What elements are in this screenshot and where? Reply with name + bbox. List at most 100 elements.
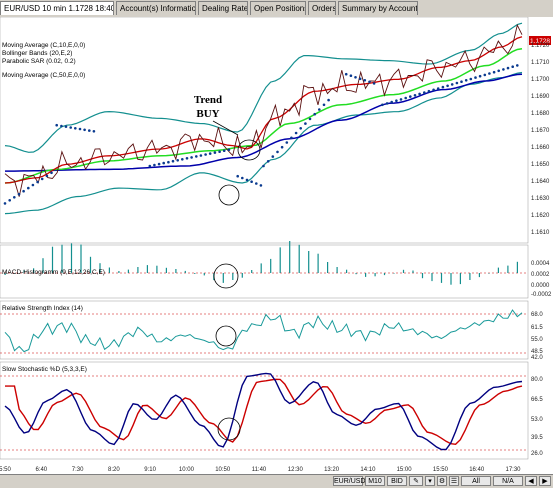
tab-account-information[interactable]: Account(s) Information (116, 1, 196, 15)
sar-dot (250, 180, 253, 183)
y-tick: 1.1650 (531, 162, 550, 168)
macd-bar (232, 273, 233, 280)
sar-dot (46, 175, 49, 178)
sar-dot (493, 71, 496, 74)
sar-dot (272, 155, 275, 158)
legend-ma10: Moving Average (C,10,E,0,0) (2, 42, 85, 49)
y-tick: 1.1700 (531, 77, 550, 83)
sar-dot (176, 159, 179, 162)
sar-dot (400, 98, 403, 101)
macd-bar (242, 273, 243, 278)
sar-dot (65, 125, 68, 128)
macd-bar (450, 273, 451, 285)
sar-dot (386, 102, 389, 105)
tab-bar: EUR/USD 10 min 1.1728 18:40:00 Account(s… (0, 0, 553, 18)
sar-dot (36, 181, 39, 184)
legend-rsi: Relative Strength Index (14) (2, 305, 83, 312)
macd-bar (517, 262, 518, 273)
macd-bar (346, 270, 347, 273)
legend-stochastic: Slow Stochastic %D (5,3,3,E) (2, 366, 87, 373)
y-tick: 1.1640 (531, 179, 550, 185)
y-tick: 0.0002 (531, 272, 550, 278)
sar-dot (149, 165, 152, 168)
scroll-right-icon[interactable]: ▶ (539, 476, 551, 486)
sar-dot (345, 73, 348, 76)
tab-summary-by-accounts[interactable]: Summary by Accounts (338, 1, 418, 15)
macd-bar (441, 273, 442, 283)
sar-dot (246, 179, 249, 182)
period-selector[interactable]: M10 (365, 476, 385, 486)
sar-dot (460, 80, 463, 83)
sar-dot (41, 178, 44, 181)
y-tick: 68.0 (531, 312, 543, 318)
sar-dot (290, 137, 293, 140)
legend-bollinger: Bollinger Bands (20,E,2) (2, 50, 72, 57)
macd-bar (356, 273, 357, 274)
macd-bar (299, 245, 300, 273)
symbol-selector[interactable]: EUR/USD (333, 476, 363, 486)
x-tick: 13:20 (324, 467, 340, 473)
legend-ma50: Moving Average (C,50,E,0,0) (2, 72, 85, 79)
y-tick: 1.1670 (531, 128, 550, 134)
x-tick: 10:00 (179, 467, 195, 473)
sar-dot (260, 184, 263, 187)
tab-open-positions[interactable]: Open Positions (250, 1, 306, 15)
tab-orders[interactable]: Orders (308, 1, 336, 15)
sar-dot (516, 64, 519, 67)
y-tick: 0.0000 (531, 283, 550, 289)
tab-eurusd-chart[interactable]: EUR/USD 10 min 1.1728 18:40:00 (0, 1, 114, 15)
legend-parabolic-sar: Parabolic SAR (0.02, 0.2) (2, 58, 76, 65)
macd-bar (308, 251, 309, 273)
y-tick: 1.1660 (531, 145, 550, 151)
sar-dot (32, 184, 35, 187)
macd-bar (327, 262, 328, 273)
macd-bar (431, 273, 432, 281)
macd-bar (365, 273, 366, 277)
sar-dot (470, 78, 473, 81)
chart-area[interactable]: Moving Average (C,10,E,0,0) Bollinger Ba… (0, 17, 553, 474)
tab-dealing-rates[interactable]: Dealing Rates (198, 1, 248, 15)
sar-dot (507, 67, 510, 70)
y-tick: 1.1690 (531, 94, 550, 100)
macd-bar (507, 266, 508, 273)
macd-bar (289, 241, 290, 273)
sar-dot (409, 95, 412, 98)
sar-dot (74, 127, 77, 130)
draw-tool-icon[interactable]: ✎ (409, 476, 423, 486)
y-tick: 1.1610 (531, 230, 550, 236)
macd-bar (147, 265, 148, 273)
sar-dot (223, 149, 226, 152)
sar-dot (451, 83, 454, 86)
sar-dot (18, 193, 21, 196)
macd-bar (422, 273, 423, 278)
sar-dot (373, 82, 376, 85)
sar-dot (286, 141, 289, 144)
bid-ask-selector[interactable]: BID (387, 476, 407, 486)
x-tick: 17:30 (505, 467, 521, 473)
y-tick: 55.0 (531, 337, 543, 343)
macd-bar (166, 268, 167, 273)
dropdown-icon[interactable]: ▾ (425, 476, 435, 486)
macd-bar (128, 270, 129, 273)
sar-dot (204, 153, 207, 156)
macd-bar (403, 270, 404, 273)
sar-dot (299, 127, 302, 130)
indicator-icon[interactable]: ☰ (449, 476, 459, 486)
macd-bar (393, 273, 394, 274)
sar-dot (446, 85, 449, 88)
y-tick: 80.0 (531, 377, 543, 383)
sar-dot (479, 75, 482, 78)
all-button[interactable]: All (461, 476, 491, 486)
macd-bar (384, 273, 385, 275)
sar-dot (236, 175, 239, 178)
sar-dot (79, 128, 82, 131)
scroll-left-icon[interactable]: ◀ (525, 476, 537, 486)
macd-bar (318, 254, 319, 273)
sar-dot (359, 78, 362, 81)
y-tick: 1.1620 (531, 213, 550, 219)
sar-dot (484, 74, 487, 77)
na-button[interactable]: N/A (493, 476, 523, 486)
chart-settings-icon[interactable]: ⚙ (437, 476, 447, 486)
x-tick: 15:50 (433, 467, 449, 473)
y-tick: 42.0 (531, 355, 543, 361)
